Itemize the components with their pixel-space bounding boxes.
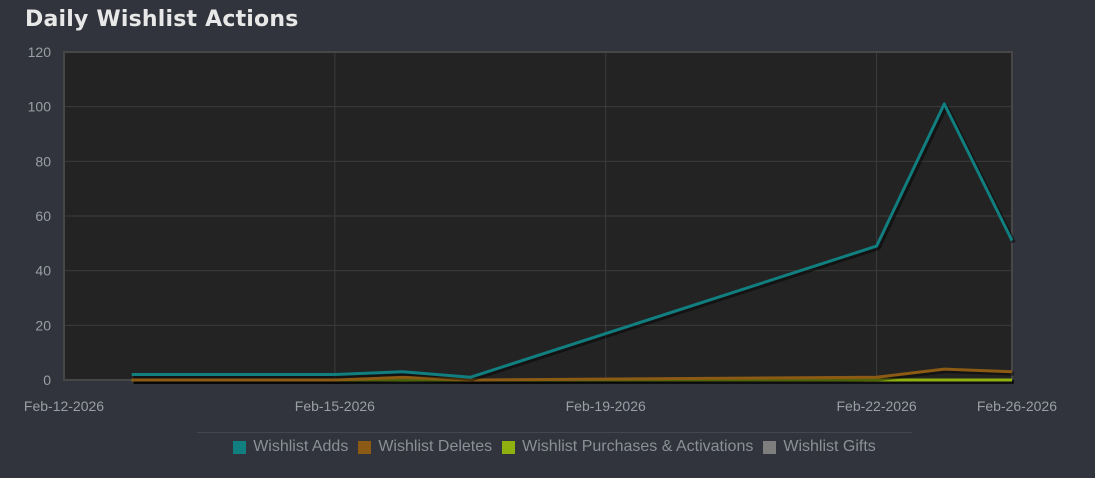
x-tick-label: Feb-15-2026 <box>295 398 375 414</box>
x-tick-label: Feb-22-2026 <box>836 398 916 414</box>
legend-swatch <box>502 440 516 454</box>
legend-label: Wishlist Deletes <box>378 438 493 455</box>
x-tick-label: Feb-19-2026 <box>566 398 646 414</box>
legend-swatch <box>763 440 777 454</box>
x-tick-label: Feb-26-2026 <box>977 398 1057 414</box>
legend-item[interactable]: Wishlist Deletes <box>358 438 492 456</box>
chart-legend: Wishlist Adds Wishlist Deletes Wishlist Pu… <box>197 432 912 456</box>
legend-swatch <box>358 440 372 454</box>
series-line <box>131 367 1013 382</box>
y-tick-label: 120 <box>28 44 52 60</box>
legend-item[interactable]: Wishlist Purchases & Activations <box>502 438 753 456</box>
legend-label: Wishlist Purchases & Activations <box>522 438 754 455</box>
y-tick-label: 100 <box>28 99 52 115</box>
y-tick-label: 20 <box>35 317 51 333</box>
y-tick-label: 60 <box>35 208 51 224</box>
legend-swatch <box>233 440 247 454</box>
y-tick-label: 40 <box>35 263 51 279</box>
series-shadow <box>133 369 1015 384</box>
x-tick-label: Feb-12-2026 <box>24 398 104 414</box>
chart-title: Daily Wishlist Actions <box>25 7 299 32</box>
y-tick-label: 80 <box>35 153 51 169</box>
legend-label: Wishlist Gifts <box>783 438 876 455</box>
legend-item[interactable]: Wishlist Adds <box>233 438 348 456</box>
y-tick-label: 0 <box>43 372 51 388</box>
series-line <box>131 102 1014 379</box>
line-chart: 0 20 40 60 80 100 120 Feb-12-2026 Feb-15-2026 Feb… <box>24 44 1057 414</box>
legend-label: Wishlist Adds <box>253 438 349 455</box>
legend-item[interactable]: Wishlist Gifts <box>763 438 876 456</box>
